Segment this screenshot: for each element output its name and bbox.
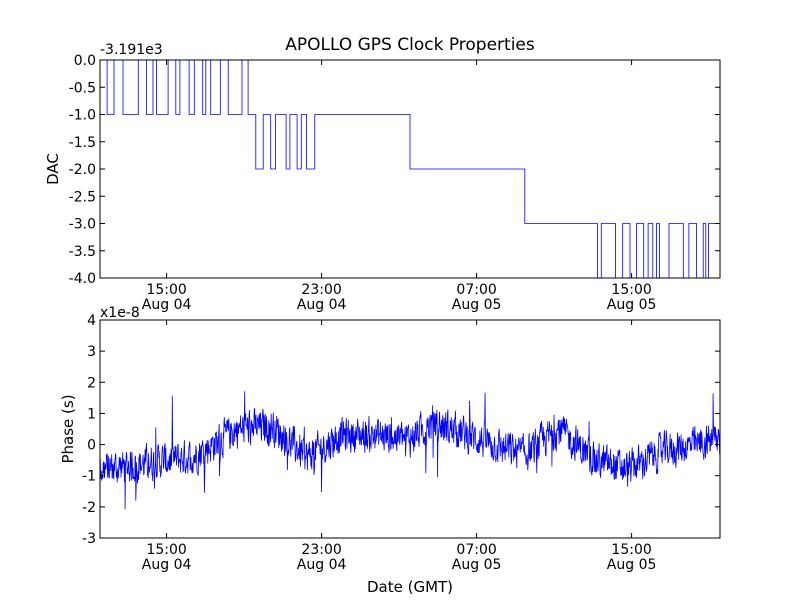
chart-title: APOLLO GPS Clock Properties xyxy=(285,35,535,55)
x-tick-date-label: Aug 04 xyxy=(297,297,347,313)
dac-y-ticks: 0.0 -0.5 -1.0 -1.5 -2.0 -2.5 -3.0 -3.5 -4.0 xyxy=(69,53,720,287)
y-tick-label: -1 xyxy=(82,469,96,485)
phase-y-axis-label: Phase (s) xyxy=(59,394,77,463)
y-tick-label: -3 xyxy=(82,531,96,547)
phase-x-axis-label: Date (GMT) xyxy=(367,578,453,596)
dac-y-offset-label: -3.191e3 xyxy=(100,42,163,58)
x-tick-date-label: Aug 04 xyxy=(142,297,192,313)
x-tick-time-label: 15:00 xyxy=(611,282,651,298)
phase-y-offset-label: x1e-8 xyxy=(100,305,140,321)
x-tick-time-label: 15:00 xyxy=(611,542,651,558)
phase-series-group xyxy=(100,391,720,510)
x-tick-date-label: Aug 04 xyxy=(297,557,347,573)
phase-plot-frame xyxy=(99,319,721,539)
y-tick-label: -1.0 xyxy=(69,108,96,124)
x-tick-time-label: 23:00 xyxy=(301,282,341,298)
x-tick-date-label: Aug 05 xyxy=(607,297,657,313)
x-tick-date-label: Aug 04 xyxy=(142,557,192,573)
x-tick-date-label: Aug 05 xyxy=(607,557,657,573)
y-tick-label: -0.5 xyxy=(69,80,96,96)
y-tick-label: -2.0 xyxy=(69,162,96,178)
y-tick-label: 1 xyxy=(87,406,96,422)
x-tick-time-label: 15:00 xyxy=(146,542,186,558)
dac-series-line xyxy=(100,60,720,278)
y-tick-label: 2 xyxy=(87,375,96,391)
x-tick-time-label: 07:00 xyxy=(456,282,496,298)
dac-y-axis-label: DAC xyxy=(44,153,62,185)
y-tick-label: 4 xyxy=(87,313,96,329)
phase-y-ticks: 4 3 2 1 0 -1 -2 -3 xyxy=(82,313,720,547)
y-tick-label: -3.0 xyxy=(69,217,96,233)
x-tick-time-label: 15:00 xyxy=(146,282,186,298)
phase-series-line xyxy=(100,391,720,510)
phase-plot-background xyxy=(100,320,720,538)
y-tick-label: 0.0 xyxy=(74,53,96,69)
x-tick-time-label: 23:00 xyxy=(301,542,341,558)
x-tick-date-label: Aug 05 xyxy=(452,557,502,573)
x-tick-time-label: 07:00 xyxy=(456,542,496,558)
x-tick-date-label: Aug 05 xyxy=(452,297,502,313)
y-tick-label: -2 xyxy=(82,500,96,516)
y-tick-label: 3 xyxy=(87,344,96,360)
y-tick-label: -3.5 xyxy=(69,244,96,260)
y-tick-label: -1.5 xyxy=(69,135,96,151)
dac-series-group xyxy=(100,60,720,278)
y-tick-label: -2.5 xyxy=(69,189,96,205)
y-tick-label: 0 xyxy=(87,438,96,454)
dac-subplot: 0.0 -0.5 -1.0 -1.5 -2.0 -2.5 -3.0 -3.5 -4.0 15:0… xyxy=(44,42,721,313)
y-tick-label: -4.0 xyxy=(69,271,96,287)
